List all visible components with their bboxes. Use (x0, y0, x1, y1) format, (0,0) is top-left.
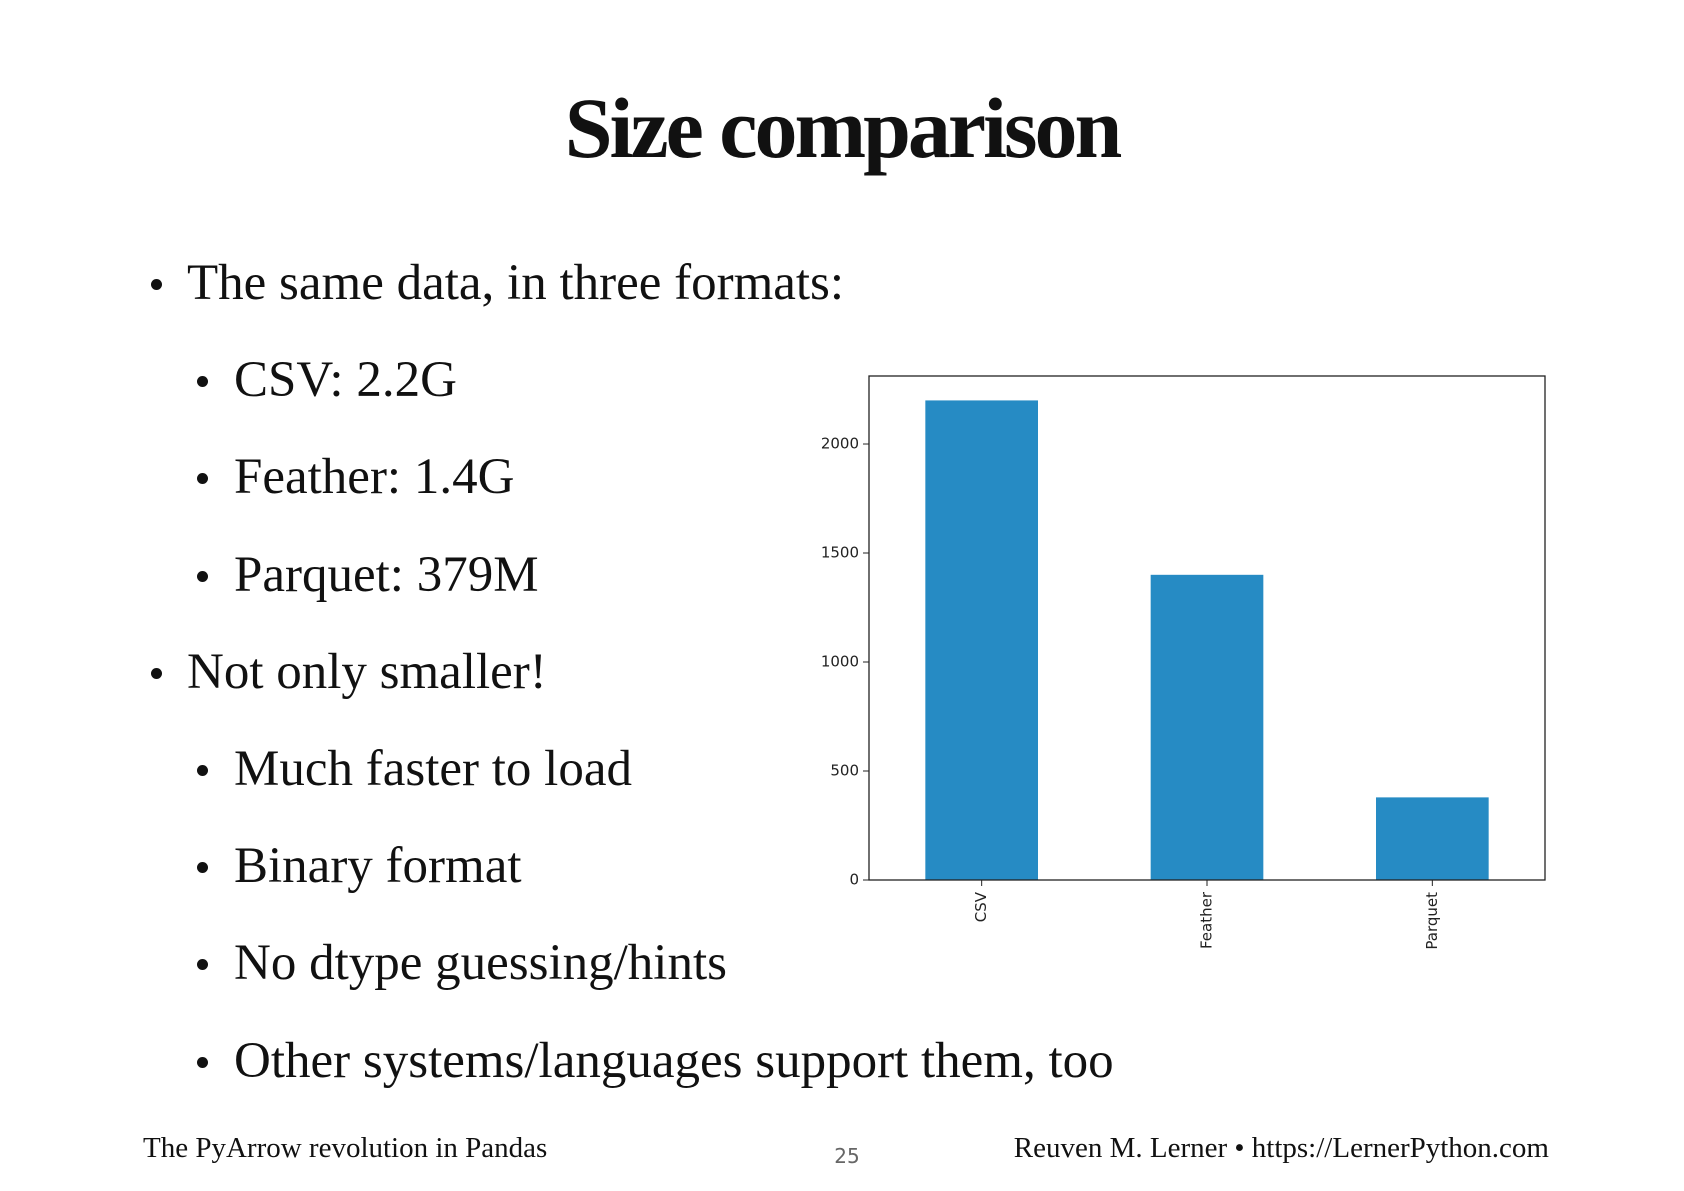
bar (1376, 797, 1489, 880)
bullet-dot (197, 376, 208, 388)
bullet-dot (197, 765, 208, 776)
bullet-dot (151, 667, 162, 679)
sub-bullet: Binary format (234, 838, 522, 895)
sub-bullet: Much faster to load (234, 741, 632, 797)
sub-bullet: No dtype guessing/hints (234, 935, 727, 992)
bullet: The same data, in three formats: (187, 255, 845, 311)
y-tick-label: 1500 (821, 544, 859, 562)
sub-bullet: Parquet: 379M (234, 546, 539, 603)
y-tick-label: 500 (830, 762, 859, 780)
bullet: Not only smaller! (187, 643, 547, 700)
x-tick-label: Parquet (1423, 892, 1441, 950)
y-tick-label: 0 (849, 871, 859, 889)
sub-bullet: CSV: 2.2G (234, 352, 457, 409)
x-tick-label: CSV (972, 891, 990, 922)
sub-bullet: Other systems/languages support them, to… (234, 1032, 1114, 1089)
bullet-dot (197, 959, 208, 971)
y-tick-label: 1000 (821, 653, 859, 671)
x-tick-label: Feather (1198, 891, 1216, 949)
bar (925, 400, 1038, 880)
footer-right: Reuven M. Lerner • https://LernerPython.… (1013, 1132, 1549, 1164)
bar (1150, 574, 1264, 880)
page-number: 25 (834, 1144, 860, 1168)
plot-frame (868, 375, 1546, 881)
bullet-dot (197, 473, 208, 485)
sub-bullet: Feather: 1.4G (234, 449, 515, 506)
bullet-dot (151, 279, 162, 290)
bullet-dot (197, 862, 208, 874)
bullet-dot (197, 1056, 208, 1068)
slide-title: Size comparison (564, 80, 1123, 176)
chart: 0 500 1000 1500 2000 CSV Feather Parquet (797, 360, 1557, 980)
y-tick-label: 2000 (821, 435, 859, 453)
bullet-dot (197, 570, 208, 582)
footer-left: The PyArrow revolution in Pandas (143, 1132, 548, 1164)
